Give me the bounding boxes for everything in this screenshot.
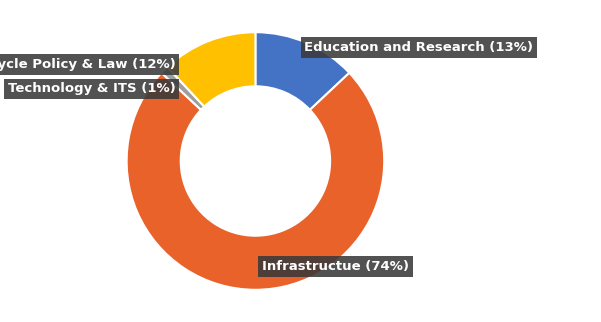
Text: Technology & ITS (1%): Technology & ITS (1%) [8,82,175,95]
Wedge shape [255,32,349,110]
Wedge shape [127,73,384,290]
Wedge shape [162,67,204,110]
Wedge shape [167,32,255,107]
Text: Motorcycle Policy & Law (12%): Motorcycle Policy & Law (12%) [0,58,175,71]
Text: Infrastructue (74%): Infrastructue (74%) [262,260,409,273]
Text: Education and Research (13%): Education and Research (13%) [304,41,533,54]
